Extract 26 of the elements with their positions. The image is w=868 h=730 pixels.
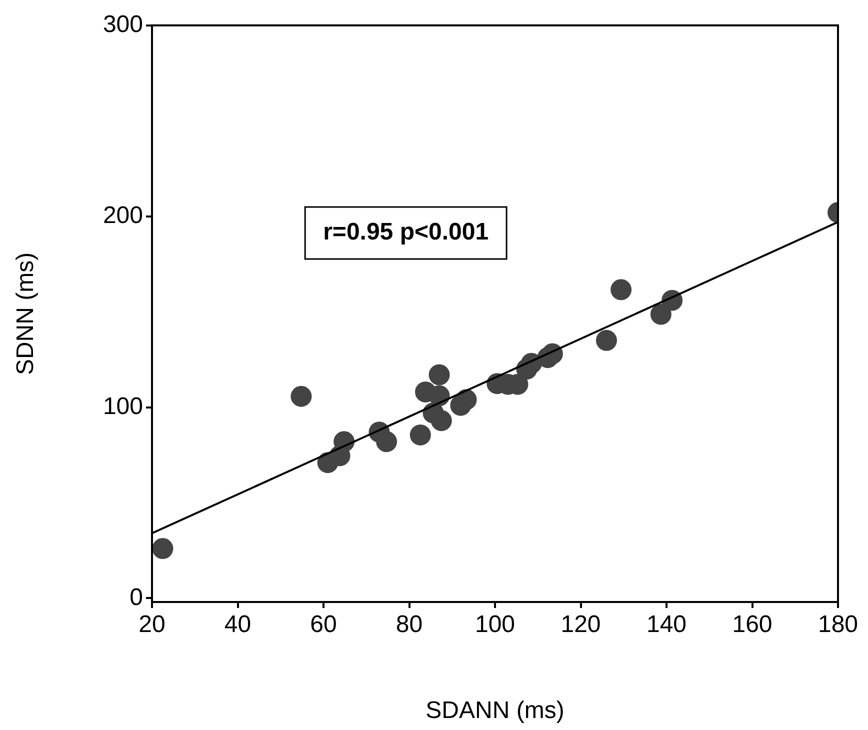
x-tick-label: 120 (560, 611, 601, 638)
x-tick-label: 180 (818, 611, 858, 638)
y-tick-label: 200 (102, 202, 143, 229)
point (596, 330, 617, 351)
y-axis-title: SDNN (ms) (12, 252, 40, 376)
x-axis-title: SDANN (ms) (426, 697, 564, 724)
point (290, 386, 312, 407)
x-tick-label: 160 (732, 611, 772, 638)
y-tick-label: 0 (130, 584, 143, 611)
x-tick-label: 80 (396, 611, 423, 638)
x-tick-label: 40 (224, 611, 252, 638)
point (428, 364, 450, 386)
x-tick-label: 140 (646, 611, 687, 638)
x-tick-label: 60 (310, 611, 337, 638)
y-tick-label: 300 (102, 11, 143, 38)
annotation: r=0.95 p<0.001 (323, 218, 489, 246)
point (152, 538, 174, 560)
x-tick-label: 100 (474, 611, 516, 638)
point (410, 424, 431, 446)
point (610, 279, 632, 300)
point (430, 410, 452, 432)
point (650, 304, 672, 325)
point (456, 389, 477, 410)
y-tick-label: 100 (102, 392, 143, 420)
point (376, 431, 398, 452)
x-tick-label: 20 (138, 611, 166, 638)
